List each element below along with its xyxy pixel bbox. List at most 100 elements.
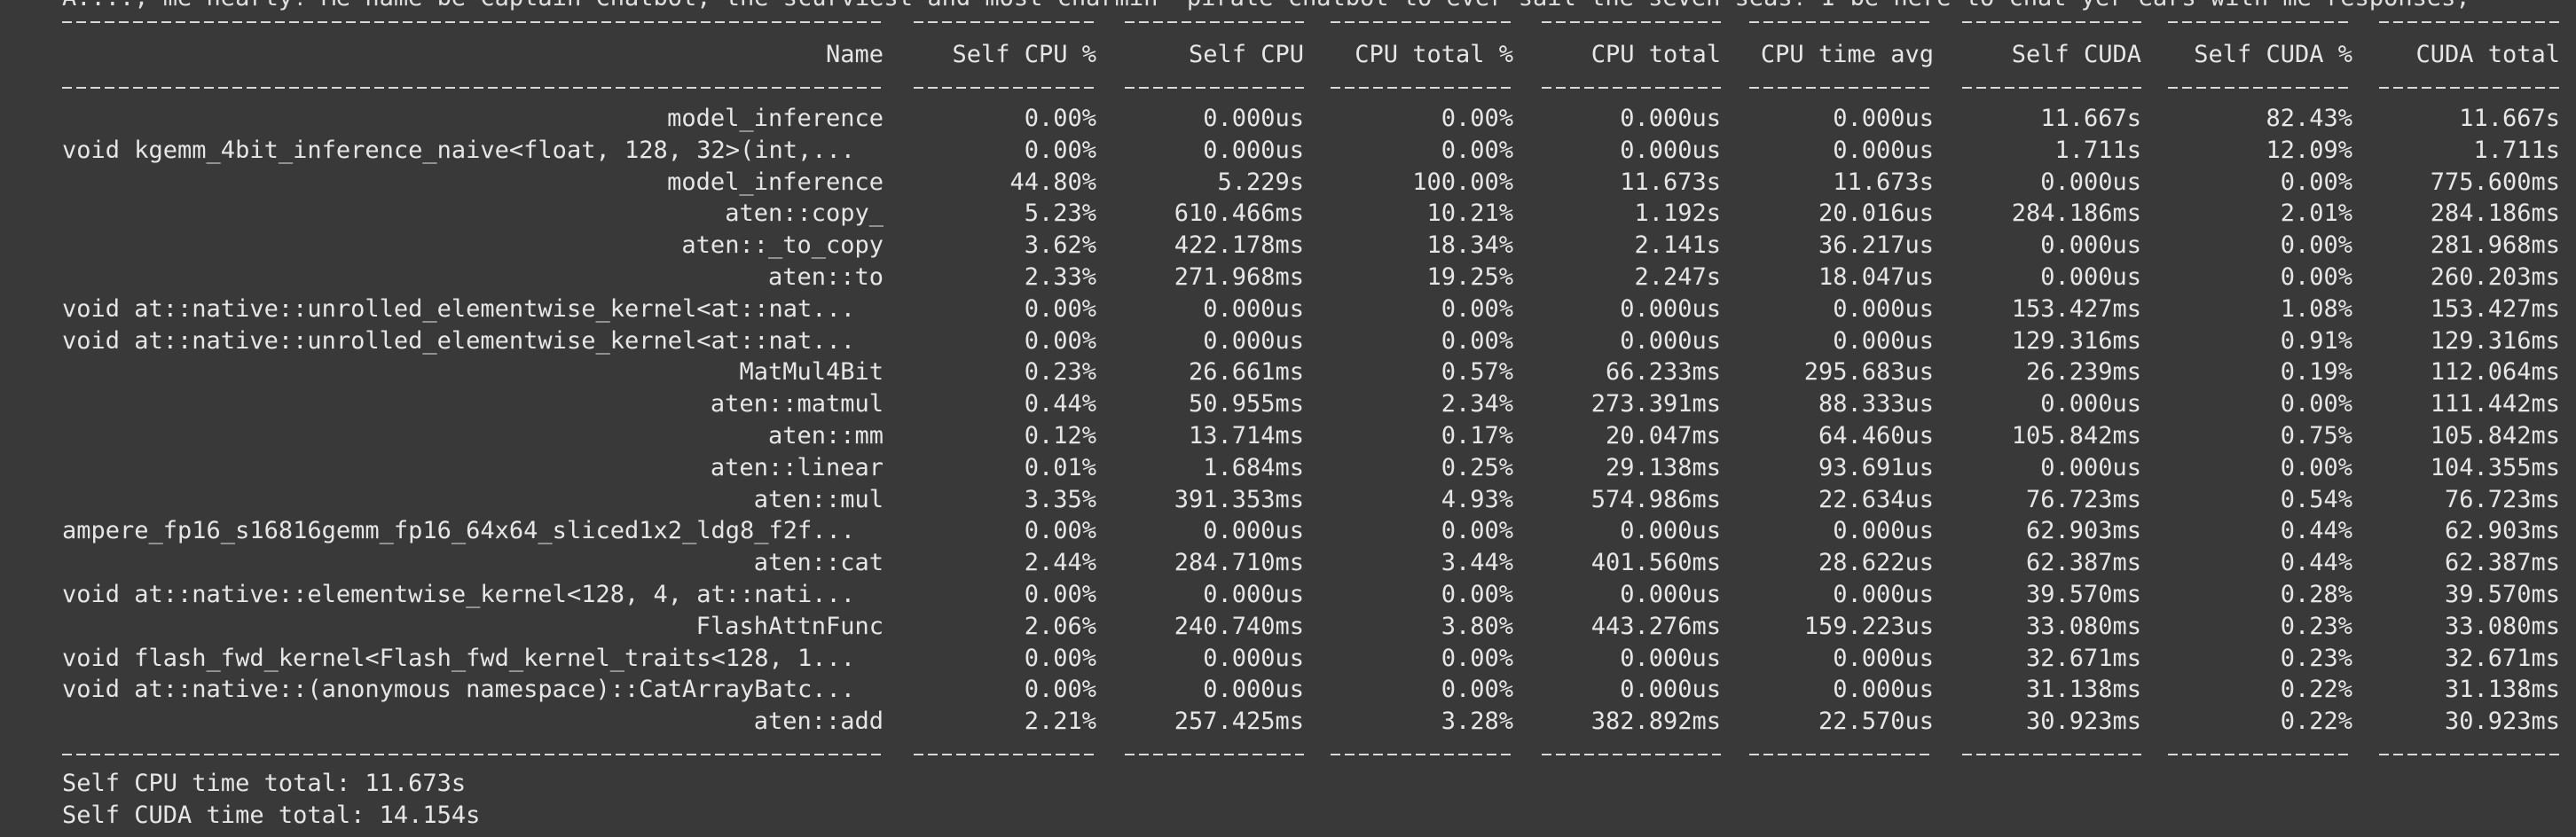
metric-value: 281.968ms	[2430, 231, 2560, 259]
metric-value: 610.466ms	[1174, 199, 1304, 227]
metric-value: 0.00%	[1441, 295, 1513, 323]
metric-value: 0.000us	[1203, 645, 1304, 672]
metric-value: 574.986ms	[1590, 486, 1721, 513]
metric-value: 0.00%	[1024, 645, 1096, 672]
metric-value: 0.000us	[1203, 517, 1304, 544]
table-row: void at::native::unrolled_elementwise_ke…	[0, 325, 2576, 357]
metric-value: 382.892ms	[1590, 708, 1721, 735]
metric-value: 0.01%	[1024, 454, 1096, 481]
separator-dashes	[1542, 754, 1721, 755]
metric-value: 3.28%	[1441, 708, 1513, 735]
metric-value: 0.00%	[2280, 231, 2352, 259]
table-row: aten::mm 0.12% 13.714ms 0.17% 20.047ms 64.460…	[0, 420, 2576, 452]
metric-value: 11.673s	[1620, 168, 1721, 196]
metric-value: 3.44%	[1441, 549, 1513, 576]
table-row: aten::mul 3.35% 391.353ms 4.93% 574.986ms 22.…	[0, 484, 2576, 516]
table-row: aten::linear 0.01% 1.684ms 0.25% 29.138ms 93.…	[0, 452, 2576, 484]
metric-value: 129.316ms	[2430, 327, 2560, 355]
top-separator	[0, 7, 2576, 39]
metric-value: 32.671ms	[2444, 645, 2560, 672]
metric-value: 3.80%	[1441, 613, 1513, 640]
op-name: aten::copy_	[725, 199, 884, 227]
metric-value: 0.00%	[1441, 137, 1513, 164]
op-name: void kgemm_4bit_inference_naive<float, 1…	[62, 137, 856, 164]
separator-dashes	[1125, 87, 1304, 89]
self-cpu-total: Self CPU time total: 11.673s	[62, 770, 467, 797]
metric-value: 76.723ms	[2025, 486, 2141, 513]
table-row: void at::native::elementwise_kernel<128,…	[0, 579, 2576, 611]
metric-value: 0.000us	[1833, 645, 1934, 672]
separator-dashes	[1542, 87, 1721, 89]
separator-dashes	[1331, 754, 1513, 755]
metric-value: 0.000us	[1203, 295, 1304, 323]
table-row: void at::native::(anonymous namespace)::…	[0, 674, 2576, 706]
metric-value: 33.080ms	[2025, 613, 2141, 640]
op-name: void at::native::elementwise_kernel<128,…	[62, 581, 856, 608]
separator-dashes	[1962, 754, 2141, 755]
metric-value: 0.000us	[2040, 454, 2141, 481]
op-name: void flash_fwd_kernel<Flash_fwd_kernel_t…	[62, 645, 856, 672]
metric-value: 0.000us	[1203, 105, 1304, 132]
metric-value: 26.239ms	[2025, 358, 2141, 386]
metric-value: 153.427ms	[2430, 295, 2560, 323]
metric-value: 0.000us	[1833, 105, 1934, 132]
metric-value: 44.80%	[1009, 168, 1096, 196]
metric-value: 66.233ms	[1605, 358, 1721, 386]
metric-value: 260.203ms	[2430, 263, 2560, 291]
table-row: FlashAttnFunc 2.06% 240.740ms 3.80% 443.276m…	[0, 611, 2576, 643]
metric-value: 12.09%	[2266, 137, 2352, 164]
separator-dashes	[1331, 21, 1513, 23]
column-header: Name	[825, 41, 884, 68]
metric-value: 0.000us	[1620, 105, 1721, 132]
table-row: MatMul4Bit 0.23% 26.661ms 0.57% 66.233ms 295.…	[0, 356, 2576, 388]
column-header: Self CPU %	[952, 41, 1096, 68]
separator-dashes	[2379, 87, 2560, 89]
metric-value: 0.000us	[1620, 645, 1721, 672]
metric-value: 0.44%	[2280, 517, 2352, 544]
metric-value: 0.000us	[1203, 676, 1304, 703]
column-header: CPU total	[1590, 41, 1721, 68]
metric-value: 0.000us	[1620, 327, 1721, 355]
metric-value: 295.683us	[1803, 358, 1934, 386]
self-cuda-total: Self CUDA time total: 14.154s	[62, 802, 481, 829]
metric-value: 0.000us	[1203, 327, 1304, 355]
metric-value: 271.968ms	[1174, 263, 1304, 291]
table-row: aten::cat 2.44% 284.710ms 3.44% 401.560ms 28.…	[0, 547, 2576, 579]
metric-value: 0.22%	[2280, 708, 2352, 735]
metric-value: 0.00%	[1024, 581, 1096, 608]
metric-value: 4.93%	[1441, 486, 1513, 513]
metric-value: 284.186ms	[2011, 199, 2141, 227]
metric-value: 0.54%	[2280, 486, 2352, 513]
metric-value: 0.91%	[2280, 327, 2352, 355]
table-row: model_inference 0.00% 0.000us 0.00% 0.000us 0…	[0, 103, 2576, 135]
op-name: model_inference	[667, 168, 884, 196]
metric-value: 0.00%	[1441, 105, 1513, 132]
metric-value: 129.316ms	[2011, 327, 2141, 355]
separator-dashes	[914, 87, 1096, 89]
op-name: aten::mul	[753, 486, 884, 513]
metric-value: 0.000us	[2040, 390, 2141, 418]
separator-dashes	[62, 87, 884, 89]
op-name: aten::linear	[710, 454, 884, 481]
metric-value: 5.23%	[1024, 199, 1096, 227]
table-row: void at::native::unrolled_elementwise_ke…	[0, 293, 2576, 325]
column-header: Self CUDA %	[2194, 41, 2352, 68]
metric-value: 0.00%	[1441, 676, 1513, 703]
column-header: CPU total %	[1355, 41, 1513, 68]
metric-value: 775.600ms	[2430, 168, 2560, 196]
metric-value: 2.01%	[2280, 199, 2352, 227]
metric-value: 0.19%	[2280, 358, 2352, 386]
separator-dashes	[914, 21, 1096, 23]
metric-value: 20.016us	[1818, 199, 1934, 227]
metric-value: 2.33%	[1024, 263, 1096, 291]
metric-value: 284.710ms	[1174, 549, 1304, 576]
metric-value: 0.75%	[2280, 422, 2352, 450]
metric-value: 0.000us	[2040, 231, 2141, 259]
metric-value: 0.000us	[2040, 168, 2141, 196]
op-name: void at::native::unrolled_elementwise_ke…	[62, 327, 856, 355]
separator-dashes	[1962, 87, 2141, 89]
metric-value: 0.25%	[1441, 454, 1513, 481]
table-header: Name Self CPU % Self CPU CPU total % CPU tot…	[0, 39, 2576, 71]
op-name: FlashAttnFunc	[695, 613, 884, 640]
metric-value: 422.178ms	[1174, 231, 1304, 259]
